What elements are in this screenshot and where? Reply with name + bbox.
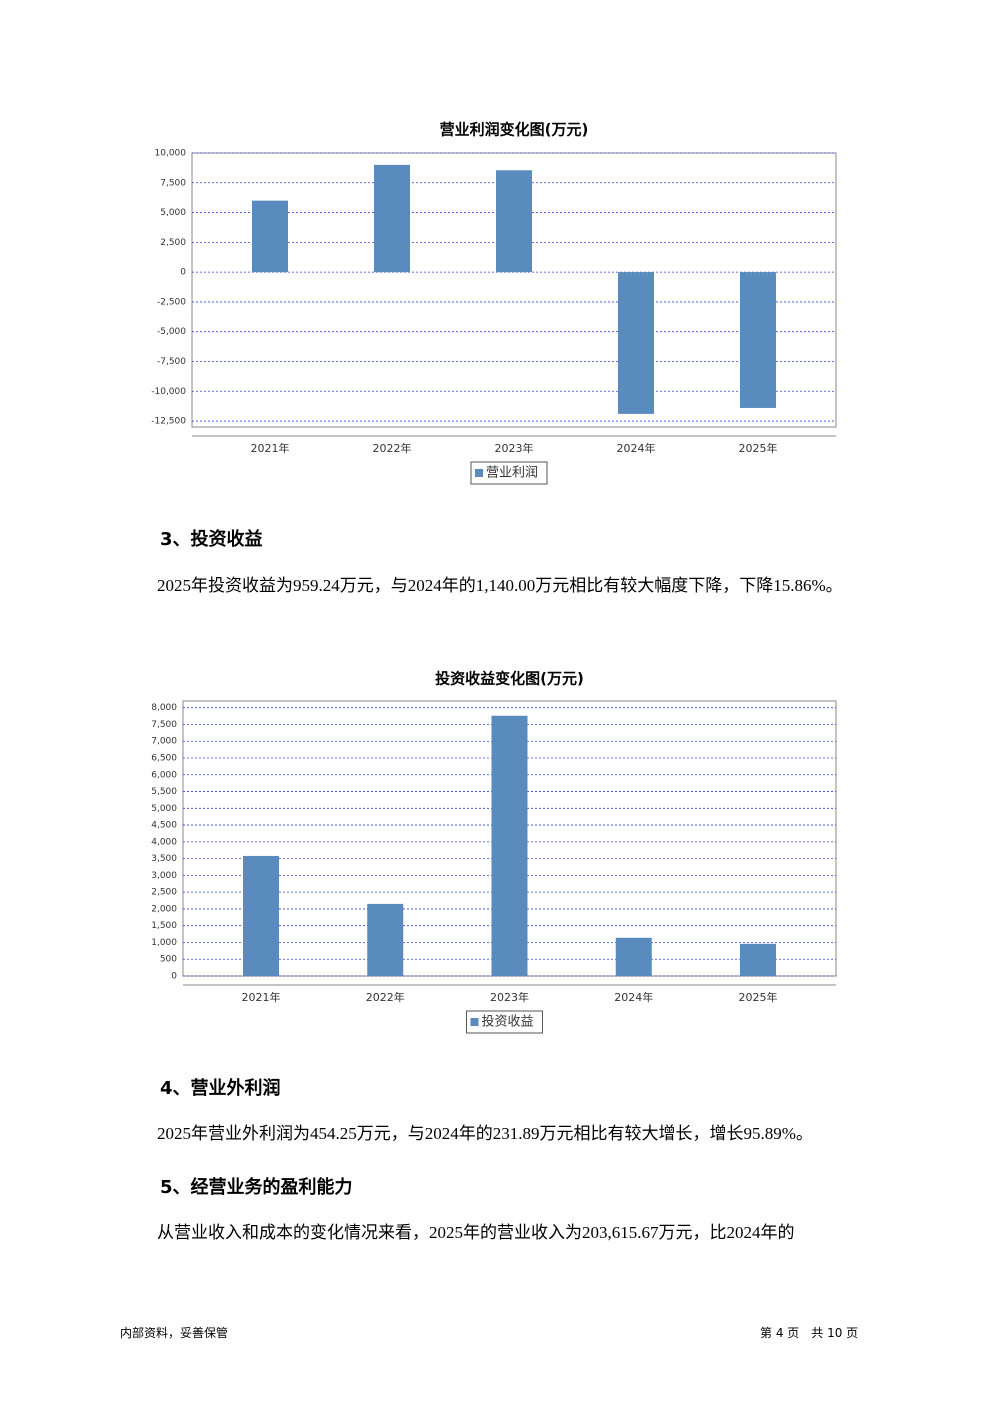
y-tick-label: 1,500 [151,921,177,931]
x-tick-label: 2022年 [366,990,405,1004]
x-tick-label: 2025年 [739,990,778,1004]
y-tick-label: 6,500 [151,754,177,764]
y-tick-label: 7,500 [151,720,177,730]
legend-label: 投资收益 [482,1014,534,1030]
y-tick-label: 3,000 [151,871,177,881]
bar [243,855,279,976]
bar [615,937,652,976]
y-tick-label: 5,000 [160,208,186,218]
y-tick-label: 7,500 [160,178,186,188]
bar [740,272,776,408]
x-tick-label: 2024年 [614,990,653,1004]
y-tick-label: 5,500 [151,787,177,797]
y-tick-label: -12,500 [151,417,186,427]
y-tick-label: 0 [171,972,177,982]
x-tick-label: 2025年 [739,441,778,455]
bar [367,903,404,976]
y-tick-label: -2,500 [157,297,186,307]
legend-box [466,1010,543,1034]
x-tick-label: 2021年 [251,441,290,455]
section-heading: 4、营业外利润 [160,1078,281,1099]
y-tick-label: 2,500 [160,238,186,248]
bar [618,272,654,414]
section-heading: 3、投资收益 [160,529,263,550]
y-tick-label: 500 [160,955,177,965]
x-tick-label: 2024年 [617,441,656,455]
y-tick-label: 2,500 [151,888,177,898]
y-tick-label: 1,000 [151,938,177,948]
footer-right: 第 4 页 共 10 页 [760,1326,859,1340]
bar [491,715,528,976]
y-tick-label: 4,500 [151,821,177,831]
y-tick-label: 0 [180,268,186,278]
chart-title: 投资收益变化图(万元) [435,670,584,688]
y-tick-label: -5,000 [157,327,186,337]
y-tick-label: 8,000 [151,703,177,713]
x-tick-label: 2023年 [490,990,529,1004]
y-tick-label: 7,000 [151,737,177,747]
section-heading: 5、经营业务的盈利能力 [160,1177,353,1198]
y-tick-label: 6,000 [151,770,177,780]
y-tick-label: 10,000 [155,149,187,159]
y-tick-label: -7,500 [157,357,186,367]
footer-left: 内部资料，妥善保管 [120,1326,229,1340]
paragraph: 2025年营业外利润为454.25万元，与2024年的231.89万元相比有较大… [157,1124,813,1143]
y-tick-label: 4,000 [151,837,177,847]
y-tick-label: 2,000 [151,904,177,914]
paragraph: 2025年投资收益为959.24万元，与2024年的1,140.00万元相比有较… [157,576,843,595]
x-tick-label: 2023年 [495,441,534,455]
y-tick-label: 3,500 [151,854,177,864]
bar [374,164,410,273]
bar [252,200,288,273]
bar [740,943,776,976]
chart-title: 营业利润变化图(万元) [440,121,589,139]
legend-swatch [470,1018,479,1026]
legend-box [470,461,548,485]
legend-label: 营业利润 [486,466,538,481]
bar [496,170,532,273]
legend-swatch [475,469,483,477]
y-tick-label: -10,000 [151,387,186,397]
x-tick-label: 2022年 [373,441,412,455]
paragraph: 从营业收入和成本的变化情况来看，2025年的营业收入为203,615.67万元，… [157,1223,795,1242]
y-tick-label: 5,000 [151,804,177,814]
x-tick-label: 2021年 [242,990,281,1004]
